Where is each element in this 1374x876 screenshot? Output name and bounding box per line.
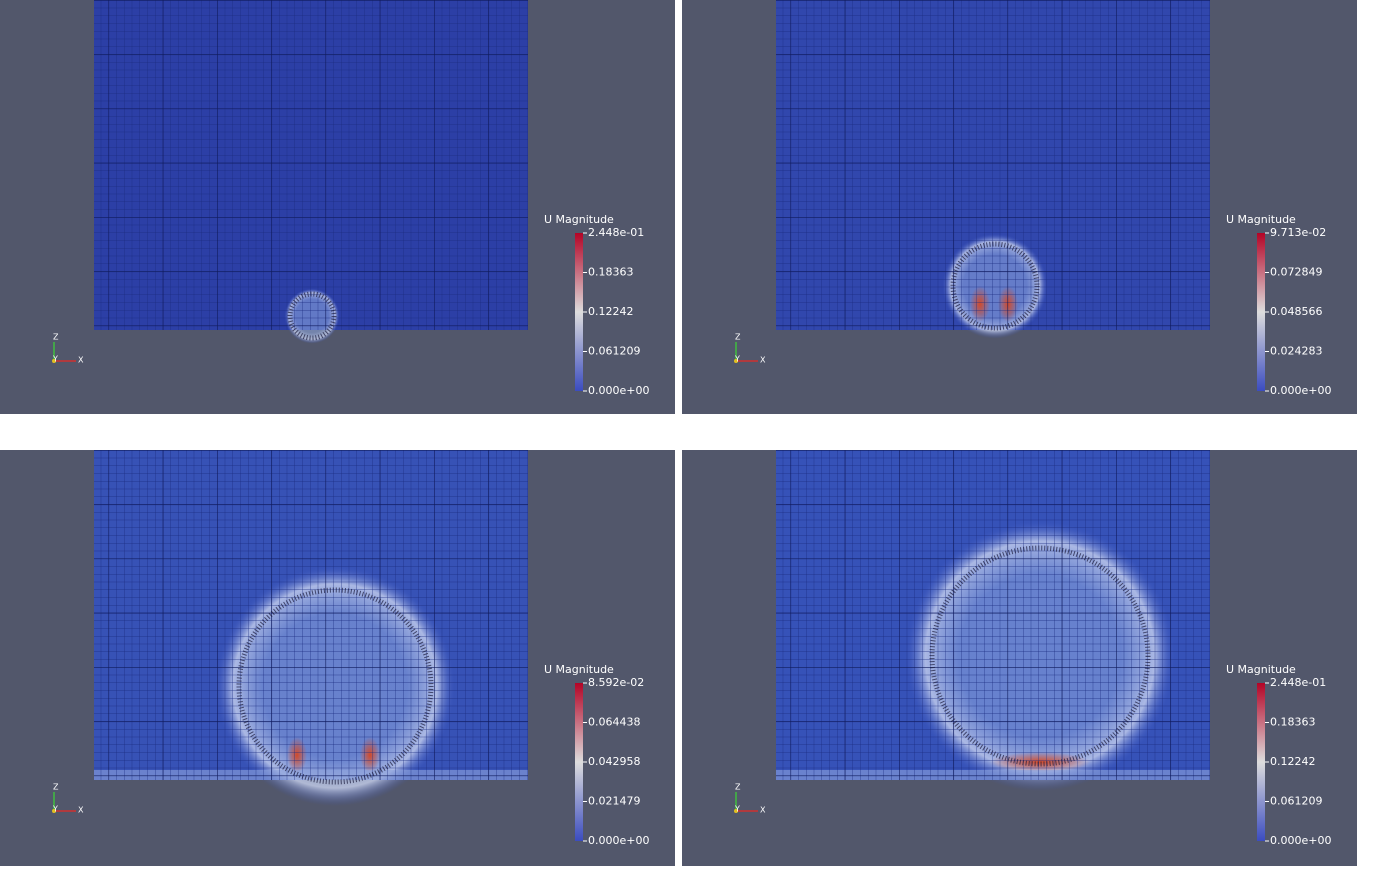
axis-y-label: Y: [52, 805, 58, 814]
legend-label: 0.18363: [1270, 716, 1316, 729]
mesh: [776, 450, 1210, 791]
screenshot: U Magnitude2.448e-010.183630.122420.0612…: [0, 0, 1374, 872]
axis-y-label: Y: [52, 355, 58, 364]
legend-label: 0.061209: [588, 345, 641, 358]
legend-label: 0.12242: [588, 305, 634, 318]
mesh-coarse: [94, 0, 528, 330]
legend-label: 0.000e+00: [588, 834, 649, 847]
color-bar: [575, 683, 583, 841]
mesh-coarse: [776, 0, 1210, 330]
legend-label: 0.048566: [1270, 305, 1323, 318]
legend-title: U Magnitude: [544, 213, 614, 226]
axis-z-label: Z: [53, 783, 59, 792]
legend-label: 0.021479: [588, 795, 641, 808]
legend-label: 0.000e+00: [588, 384, 649, 397]
legend-label: 0.042958: [588, 755, 641, 768]
legend-label: 0.12242: [1270, 755, 1316, 768]
legend-label: 9.713e-02: [1270, 226, 1326, 239]
legend-label: 0.000e+00: [1270, 384, 1331, 397]
mesh: [94, 0, 528, 344]
color-bar: [575, 233, 583, 391]
axis-x-label: X: [760, 356, 766, 365]
legend-label: 0.18363: [588, 266, 634, 279]
legend-title: U Magnitude: [1226, 213, 1296, 226]
axis-x-label: X: [78, 806, 84, 815]
mesh: [94, 450, 528, 806]
legend-label: 0.061209: [1270, 795, 1323, 808]
color-bar: [1257, 233, 1265, 391]
legend-label: 0.024283: [1270, 345, 1323, 358]
axis-y-label: Y: [734, 355, 740, 364]
color-bar: [1257, 683, 1265, 841]
legend-label: 0.000e+00: [1270, 834, 1331, 847]
axis-y-label: Y: [734, 805, 740, 814]
mesh: [776, 0, 1210, 339]
legend-title: U Magnitude: [544, 663, 614, 676]
legend-label: 2.448e-01: [588, 226, 644, 239]
legend-label: 2.448e-01: [1270, 676, 1326, 689]
mesh-coarse: [776, 450, 1210, 780]
axis-x-label: X: [78, 356, 84, 365]
axis-z-label: Z: [735, 333, 741, 342]
axis-z-label: Z: [53, 333, 59, 342]
mesh-coarse: [94, 450, 528, 780]
legend-label: 8.592e-02: [588, 676, 644, 689]
legend-label: 0.072849: [1270, 266, 1323, 279]
legend-label: 0.064438: [588, 716, 641, 729]
axis-z-label: Z: [735, 783, 741, 792]
axis-x-label: X: [760, 806, 766, 815]
legend-title: U Magnitude: [1226, 663, 1296, 676]
